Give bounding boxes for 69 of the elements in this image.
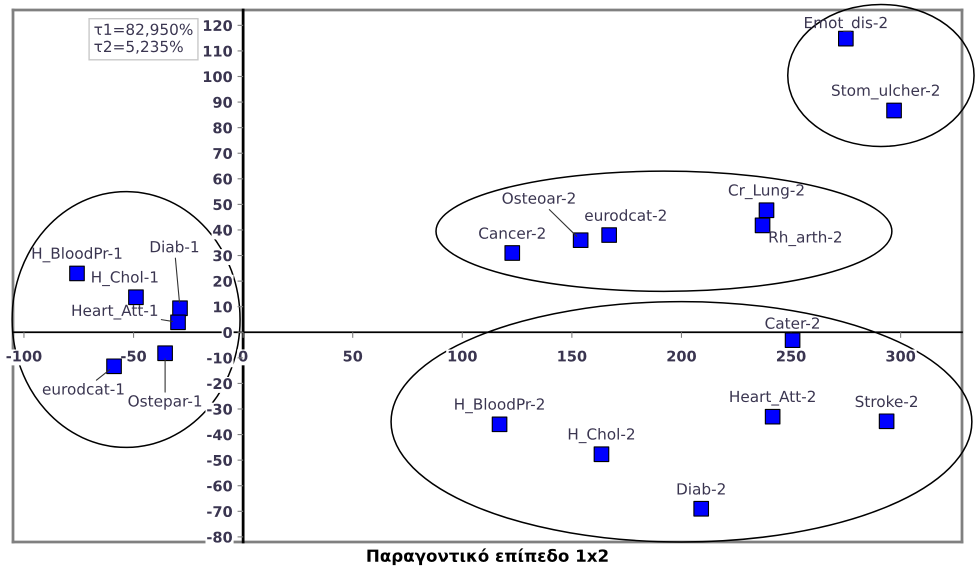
x-tick-label: 150 [558, 350, 586, 362]
annotation: H_Chol-2 [568, 428, 634, 444]
y-tick-label: -20 [207, 378, 232, 390]
annotation: Ostepar-1 [128, 395, 202, 410]
y-tick-label: 110 [204, 46, 232, 57]
annotation: Cr_Lung-2 [728, 184, 804, 200]
x-tick-label: 250 [776, 350, 806, 362]
y-tick-label: 90 [213, 96, 232, 108]
y-tick-label: -70 [207, 506, 232, 518]
x-tick-label: -50 [121, 350, 146, 362]
point [504, 245, 520, 261]
x-tick-label: 300 [886, 350, 916, 362]
annotation: Stroke-2 [856, 395, 918, 408]
point [784, 332, 800, 348]
annotation: Heart_Att-1 [72, 304, 158, 320]
point [128, 289, 144, 306]
y-tick-label: 100 [204, 71, 232, 82]
y-tick-label: 10 [214, 301, 232, 312]
x-axis-title: Παραγοντικό επίπεδο 1x2 [367, 548, 608, 566]
annotation: Stom_ulcher-2 [832, 84, 939, 100]
annotation: Cancer-2 [479, 227, 545, 239]
point [838, 30, 854, 46]
annotation: Diab-2 [678, 482, 725, 495]
x-tick-label: -100 [6, 350, 42, 362]
y-tick-label: 30 [213, 250, 232, 262]
point [157, 345, 173, 362]
y-tick-label: -30 [207, 404, 232, 415]
annotation: H_BloodPr-1 [32, 247, 122, 262]
point [758, 202, 774, 218]
annotation: eurodcat-1 [42, 382, 124, 395]
y-tick-label: -40 [207, 429, 232, 440]
point [594, 446, 610, 462]
annotation: Osteoar-2 [502, 192, 575, 204]
y-tick-label: 0 [223, 326, 232, 338]
point [172, 300, 188, 316]
point [106, 358, 122, 374]
point [572, 232, 588, 248]
x-tick-label: 100 [448, 350, 477, 362]
y-tick-label: 60 [213, 174, 232, 185]
y-tick-label: 70 [213, 148, 232, 159]
point [886, 102, 902, 118]
point [754, 218, 770, 234]
annotation: τ1=82,950% τ2=5,235% [94, 24, 193, 54]
point [693, 500, 710, 517]
annotation: Rh_arth-2 [770, 230, 842, 246]
y-tick-label: 120 [204, 20, 232, 32]
y-tick-label: -10 [207, 352, 232, 364]
annotation: H_BloodPr-2 [455, 398, 544, 414]
point [601, 227, 617, 243]
x-tick-label: 0 [238, 350, 248, 362]
x-tick-label: 50 [344, 350, 362, 362]
point [764, 408, 780, 425]
point [878, 413, 894, 430]
annotation: Heart_Att-2 [730, 390, 815, 406]
y-tick-label: 40 [213, 224, 232, 236]
y-tick-label: 50 [214, 199, 232, 210]
annotation: Cater-2 [765, 317, 820, 329]
y-tick-label: 80 [213, 122, 232, 134]
y-tick-label: -60 [207, 480, 232, 492]
point [492, 416, 508, 432]
x-tick-label: 200 [667, 350, 696, 362]
point [170, 314, 186, 330]
annotation: Diab-1 [150, 240, 198, 252]
y-tick-label: 20 [214, 276, 232, 287]
annotation: H_Chol-1 [92, 270, 158, 286]
y-tick-label: -80 [207, 532, 232, 543]
annotation: eurodcat-2 [585, 209, 666, 222]
y-tick-label: -50 [207, 454, 232, 466]
point [69, 266, 85, 282]
